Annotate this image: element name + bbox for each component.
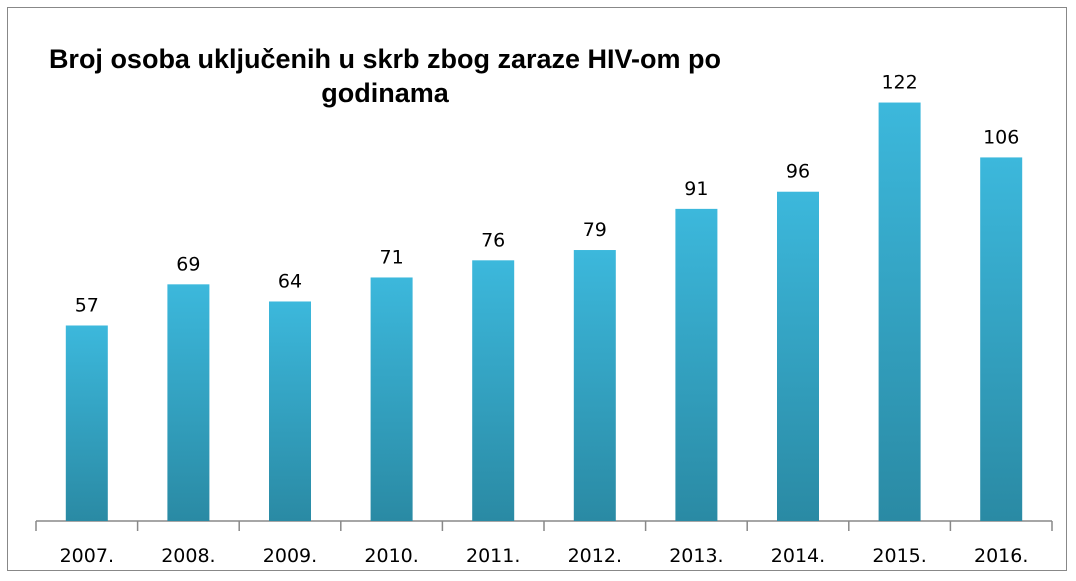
x-tick-label: 2013. [669,545,723,567]
x-tick-label: 2016. [974,545,1028,567]
bar [980,157,1023,522]
x-tick-label: 2009. [263,545,317,567]
data-label: 96 [786,161,810,183]
x-tick-label: 2012. [568,545,622,567]
bar [65,325,108,521]
bar [370,277,413,521]
data-label: 64 [278,270,302,292]
data-label: 69 [176,253,200,275]
x-tick-label: 2011. [466,545,520,567]
data-label: 122 [881,72,917,94]
bar [878,102,921,521]
x-tick-label: 2014. [771,545,825,567]
x-tick-label: 2007. [60,545,114,567]
data-label: 91 [684,178,708,200]
bar [269,301,311,521]
chart-frame [7,7,1067,571]
bar [573,250,616,521]
x-tick-label: 2015. [872,545,926,567]
x-tick-label: 2008. [161,545,215,567]
data-label: 79 [583,219,607,241]
data-label: 71 [380,246,404,268]
data-label: 76 [481,229,505,251]
bar [777,191,819,521]
bar [675,208,718,521]
data-label: 106 [983,126,1019,148]
x-tick-label: 2010. [364,545,418,567]
data-label: 57 [75,294,99,316]
chart-title: Broj osoba uključenih u skrb zbog zaraze… [48,44,722,108]
bar [472,260,515,521]
bar [167,284,210,521]
